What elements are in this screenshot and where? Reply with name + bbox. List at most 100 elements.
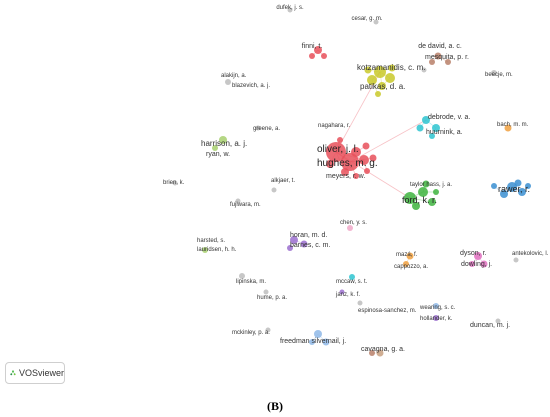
author-label[interactable]: harrison, a. j.: [201, 139, 247, 148]
node-red-h[interactable]: [337, 137, 343, 143]
author-label[interactable]: duncan, m. j.: [470, 322, 510, 329]
author-label[interactable]: cavagna, g. a.: [361, 346, 405, 353]
author-label[interactable]: alakijn, a.: [221, 73, 247, 79]
author-label[interactable]: dufek, j. s.: [276, 5, 304, 11]
author-label[interactable]: hollander, k.: [420, 316, 453, 322]
author-label[interactable]: chen, y. s.: [340, 220, 367, 226]
node-dyson[interactable]: [474, 252, 482, 260]
author-label[interactable]: mccaw, s. t.: [336, 279, 368, 285]
node-finni[interactable]: [314, 46, 322, 54]
node-wearing[interactable]: [433, 303, 439, 309]
node-duncan[interactable]: [495, 318, 501, 324]
author-label[interactable]: horan, m. d.: [290, 232, 327, 239]
author-label[interactable]: fujiwara, m.: [230, 202, 261, 208]
node-mccaw[interactable]: [349, 274, 355, 280]
node-b-b[interactable]: [500, 190, 508, 198]
author-label[interactable]: dyson, r.: [460, 250, 487, 257]
node-p-b[interactable]: [287, 245, 293, 251]
author-label[interactable]: harsted, s.: [197, 238, 225, 244]
node-c-a[interactable]: [432, 124, 440, 132]
author-label[interactable]: lipinska, m.: [236, 279, 266, 285]
node-mesquita-b[interactable]: [421, 67, 427, 73]
author-label[interactable]: greene, a.: [253, 126, 280, 132]
node-g-e[interactable]: [433, 189, 439, 195]
author-label[interactable]: ford, k. r.: [402, 195, 437, 205]
node-y-e[interactable]: [388, 64, 396, 72]
node-bach[interactable]: [504, 124, 512, 132]
author-label[interactable]: mesquita, p. r.: [425, 54, 469, 61]
node-b-e[interactable]: [525, 183, 531, 189]
node-chen[interactable]: [347, 225, 353, 231]
node-horan[interactable]: [290, 236, 298, 244]
node-cesar[interactable]: [373, 19, 379, 25]
author-label[interactable]: hughes, m. g.: [317, 158, 378, 169]
author-label[interactable]: brien, k.: [163, 180, 185, 186]
author-label[interactable]: patikas, d. a.: [360, 82, 405, 91]
node-red-c[interactable]: [341, 168, 349, 176]
author-label[interactable]: meyers, r. w.: [326, 173, 365, 180]
author-label[interactable]: debrode, v. a.: [428, 114, 470, 121]
node-lb-a[interactable]: [322, 338, 330, 346]
author-label[interactable]: barnes, c. m.: [290, 242, 331, 249]
node-br-a[interactable]: [445, 59, 451, 65]
node-b-c[interactable]: [514, 179, 522, 187]
author-label[interactable]: wearing, s. c.: [419, 305, 456, 311]
node-lipinska[interactable]: [239, 273, 245, 279]
author-label[interactable]: hume, p. a.: [257, 295, 287, 301]
node-p-a[interactable]: [300, 240, 308, 248]
node-b-a[interactable]: [518, 188, 526, 196]
node-lg-a[interactable]: [212, 145, 218, 151]
node-y-c[interactable]: [378, 82, 386, 90]
node-dufek[interactable]: [287, 7, 293, 13]
node-freedman[interactable]: [314, 330, 322, 338]
node-red-g[interactable]: [353, 173, 359, 179]
author-label[interactable]: antekolovic, l.: [512, 251, 549, 257]
author-label[interactable]: taylor hass, j. a.: [410, 182, 452, 188]
author-label[interactable]: freedman silvernail, j.: [280, 338, 346, 345]
node-de-david[interactable]: [434, 52, 442, 60]
node-harrison[interactable]: [219, 136, 227, 144]
node-mckinley[interactable]: [265, 327, 271, 333]
node-red-d[interactable]: [326, 160, 334, 168]
author-label[interactable]: oliver, j. l.: [317, 144, 359, 155]
node-red-a[interactable]: [351, 147, 361, 157]
author-label[interactable]: cappozzo, a.: [394, 264, 428, 270]
author-label[interactable]: nagahara, r.: [318, 123, 350, 129]
node-espinosa[interactable]: [357, 300, 363, 306]
author-label[interactable]: alkjaer, t.: [271, 178, 295, 184]
node-kotzamanidis[interactable]: [374, 66, 386, 78]
node-g-b[interactable]: [428, 198, 436, 206]
node-b-d[interactable]: [491, 183, 497, 189]
node-janz[interactable]: [339, 289, 345, 295]
author-label[interactable]: lauridsen, h. h.: [197, 247, 237, 253]
node-br-b[interactable]: [429, 59, 435, 65]
author-label[interactable]: mckinley, p. a.: [232, 330, 270, 336]
node-g-a[interactable]: [418, 187, 428, 197]
node-c-b[interactable]: [416, 124, 424, 132]
author-label[interactable]: beecje, m.: [485, 72, 513, 78]
node-hollander[interactable]: [433, 315, 439, 321]
node-red-i[interactable]: [364, 168, 370, 174]
author-label[interactable]: bach, m. m.: [497, 122, 529, 128]
node-antekolovic[interactable]: [513, 257, 519, 263]
node-harsted[interactable]: [202, 247, 208, 253]
node-y-d[interactable]: [364, 66, 372, 74]
node-alkjaer[interactable]: [271, 187, 277, 193]
author-label[interactable]: cesar, g. m.: [351, 16, 382, 22]
node-maza[interactable]: [406, 252, 414, 260]
node-g-d[interactable]: [422, 180, 430, 188]
node-rawer[interactable]: [507, 182, 517, 192]
node-red-b[interactable]: [359, 155, 369, 165]
node-fujiwara[interactable]: [235, 198, 241, 204]
node-y-f[interactable]: [375, 91, 381, 97]
author-label[interactable]: ryan, w.: [206, 151, 230, 158]
node-cavagna[interactable]: [376, 349, 384, 357]
author-label[interactable]: finni, t.: [302, 43, 323, 50]
author-label[interactable]: dowling, j.: [461, 261, 492, 268]
node-ford[interactable]: [404, 192, 416, 204]
node-lb-b[interactable]: [309, 339, 315, 345]
node-debrode[interactable]: [422, 116, 430, 124]
node-y-b[interactable]: [385, 73, 395, 83]
author-label[interactable]: huurnink, a.: [426, 129, 463, 136]
node-red-e[interactable]: [362, 142, 370, 150]
